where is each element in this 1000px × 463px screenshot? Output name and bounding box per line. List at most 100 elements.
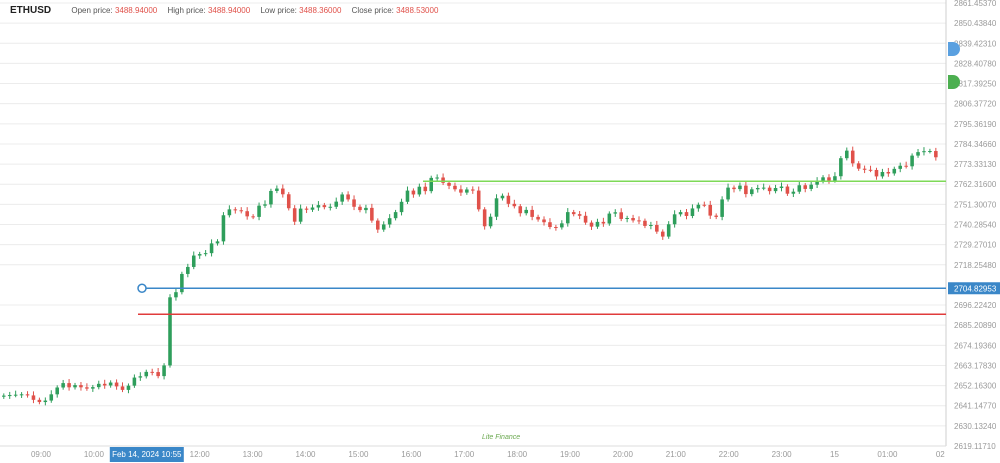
x-tick-label: 01:00 (877, 450, 898, 459)
candle-body (660, 231, 665, 237)
y-tick-label: 2740.28540 (954, 221, 997, 230)
candle-body (518, 206, 523, 214)
candle-body (827, 177, 831, 181)
candle-body (73, 385, 77, 388)
candle-body (714, 215, 718, 217)
current-price-tag (948, 282, 1000, 295)
candle-body (773, 188, 778, 192)
candle-body (423, 186, 428, 192)
candle-body (666, 224, 671, 237)
blue-side-tab-icon[interactable] (948, 42, 960, 56)
candle-body (227, 209, 232, 216)
candle-body (453, 185, 457, 190)
candle-body (761, 187, 766, 189)
candle-body (672, 214, 677, 225)
y-tick-label: 2641.14770 (954, 402, 997, 411)
candle-body (910, 155, 914, 167)
candle-body (595, 221, 600, 227)
candle-body (417, 186, 422, 195)
x-tick-label: 17:00 (454, 450, 475, 459)
candle-body (7, 395, 12, 397)
candle-body (441, 177, 445, 183)
candle-body (251, 216, 255, 218)
x-tick-label: 09:00 (31, 450, 52, 459)
candle-body (203, 253, 208, 255)
x-tick-label: 23:00 (772, 450, 793, 459)
candle-body (637, 220, 641, 222)
y-tick-label: 2850.43840 (954, 19, 997, 28)
candle-body (364, 207, 368, 211)
candle-body (862, 168, 867, 170)
candle-body (221, 215, 226, 242)
candle-body (601, 221, 606, 224)
candle-body (346, 194, 350, 200)
candle-body (613, 212, 618, 214)
candle-body (643, 220, 647, 226)
x-tick-label: 02 (936, 450, 945, 459)
candle-body (381, 224, 386, 230)
x-tick-label: 13:00 (243, 450, 264, 459)
symbol-label: ETHUSD (10, 5, 52, 16)
candle-body (387, 218, 392, 225)
candle-body (821, 177, 825, 182)
candle-body (180, 273, 184, 293)
candle-body (565, 212, 570, 224)
candle-body (162, 365, 166, 377)
x-tick-label: 12:00 (190, 450, 211, 459)
candle-body (690, 208, 695, 216)
candle-body (530, 209, 534, 217)
close-price-value: 3488.53000 (396, 6, 439, 15)
x-tick-label: 20:00 (613, 450, 634, 459)
candle-body (726, 187, 730, 200)
chart-header: ETHUSD Open price: 3488.94000 High price… (10, 5, 438, 16)
x-tick-label: 15 (830, 450, 839, 459)
candle-body (548, 222, 552, 228)
candle-body (25, 394, 30, 396)
low-price-label: Low price: (260, 6, 297, 15)
candle-body (209, 243, 214, 254)
candle-body (340, 194, 344, 202)
candle-body (904, 165, 908, 167)
candle-body (304, 208, 309, 210)
candle-body (429, 177, 434, 192)
candle-body (257, 205, 261, 217)
watermark-logo: Lite Finance (482, 434, 521, 441)
candle-body (738, 185, 742, 190)
candle-body (779, 186, 784, 189)
candle-body (583, 215, 588, 223)
candle-body (542, 219, 546, 223)
candle-body (655, 224, 659, 232)
candle-body (102, 383, 107, 386)
candle-body (269, 190, 273, 205)
x-tick-label: 19:00 (560, 450, 581, 459)
candle-body (916, 152, 920, 156)
candle-body (197, 254, 202, 256)
candle-body (144, 371, 149, 377)
candle-body (524, 209, 528, 214)
candle-body (554, 227, 558, 229)
candle-body (791, 191, 796, 194)
candle-body (393, 212, 398, 219)
candle-body (55, 387, 59, 395)
candle-body (150, 371, 154, 373)
candle-body (750, 189, 754, 195)
candle-body (512, 203, 517, 207)
y-tick-label: 2630.13240 (954, 422, 997, 431)
candle-body (607, 213, 612, 224)
green-side-tab-icon[interactable] (948, 75, 960, 89)
candle-body (785, 186, 790, 194)
candle-body (322, 205, 327, 208)
y-tick-label: 2806.37720 (954, 100, 997, 109)
candle-body (292, 208, 297, 222)
candle-body (684, 212, 689, 216)
candle-body (482, 209, 487, 227)
candle-body (61, 383, 65, 388)
candle-body (310, 207, 315, 210)
candle-body (809, 184, 813, 189)
candle-body (856, 163, 861, 169)
candle-body (215, 241, 220, 244)
candle-body (399, 201, 404, 213)
candle-body (880, 171, 885, 177)
candle-body (298, 208, 303, 222)
